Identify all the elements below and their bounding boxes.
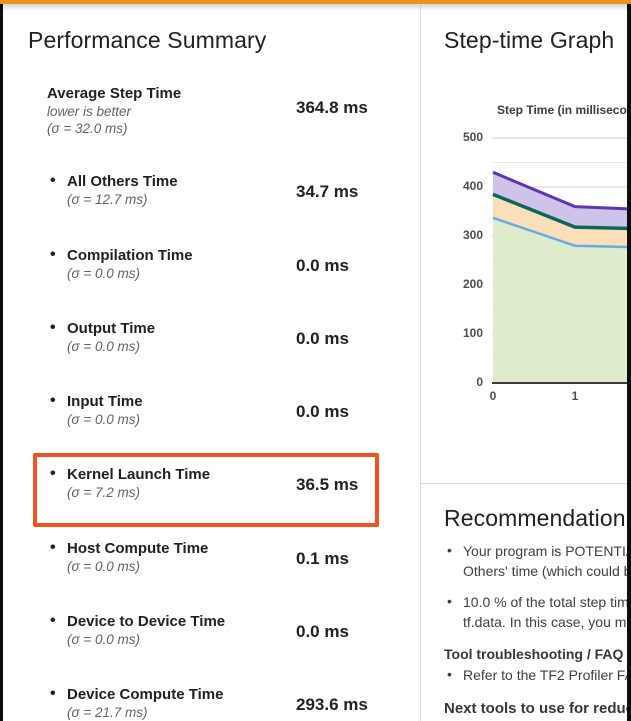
metric-label: Host Compute Time	[50, 538, 418, 558]
toolbar-orange-edge	[0, 0, 631, 4]
y-axis-tick-300: 300	[462, 228, 483, 242]
y-axis-tick-500: 500	[462, 130, 483, 144]
recommendation-bullet-line: Your program is POTENTIALLY input-bound …	[447, 542, 631, 559]
step-time-graph-title: Step-time Graph	[444, 27, 615, 53]
metric-row-input-time: Input Time (σ = 0.0 ms) 0.0 ms	[0, 391, 418, 428]
metric-sigma: (σ = 0.0 ms)	[67, 266, 141, 281]
metric-label: Average Step Time	[47, 85, 182, 102]
horizontal-card-divider	[421, 483, 627, 484]
metric-sigma: (σ = 21.7 ms)	[67, 705, 148, 720]
kernel-launch-highlight-box	[33, 453, 379, 527]
metric-label: Compilation Time	[50, 245, 418, 265]
x-axis-tick-1: 1	[571, 389, 579, 403]
metric-sigma: (σ = 0.0 ms)	[67, 559, 141, 574]
metric-value: 36.5 ms	[296, 475, 359, 494]
metric-sigma: (σ = 32.0 ms)	[47, 121, 128, 136]
metric-note: lower is better	[47, 104, 132, 119]
metric-sigma: (σ = 7.2 ms)	[67, 485, 141, 500]
recommendation-line: Others' time (which could be due to I/O …	[463, 563, 631, 579]
metric-row-device-to-device-time: Device to Device Time (σ = 0.0 ms) 0.0 m…	[0, 611, 418, 648]
metric-value: 293.6 ms	[296, 695, 368, 714]
next-tools-heading: Next tools to use for reducing the input…	[444, 700, 631, 717]
metric-value: 0.0 ms	[296, 256, 349, 275]
y-axis-tick-400: 400	[462, 179, 483, 193]
metric-row-device-compute-time: Device Compute Time (σ = 21.7 ms) 293.6 …	[0, 684, 418, 721]
recommendations-title: Recommendation for Next Step	[444, 505, 631, 531]
metric-value: 34.7 ms	[296, 182, 359, 201]
metric-row-all-others-time: All Others Time (σ = 12.7 ms) 34.7 ms	[0, 171, 418, 208]
metric-row-kernel-launch-time: Kernel Launch Time (σ = 7.2 ms) 36.5 ms	[0, 464, 418, 501]
metric-label: Output Time	[50, 318, 418, 338]
metric-value: 364.8 ms	[296, 98, 368, 117]
vertical-card-divider	[420, 5, 421, 721]
faq-bullet-line: Refer to the TF2 Profiler FAQ	[447, 666, 631, 683]
metric-label: Device Compute Time	[50, 684, 418, 704]
metric-value: 0.0 ms	[296, 622, 349, 641]
performance-summary-title: Performance Summary	[28, 27, 267, 53]
metric-value: 0.0 ms	[296, 329, 349, 348]
x-axis-tick-0: 0	[489, 389, 497, 403]
y-axis-tick-0: 0	[476, 375, 483, 389]
metric-sigma: (σ = 0.0 ms)	[67, 412, 141, 427]
step-time-stacked-area-chart[interactable]	[490, 128, 631, 390]
metric-row-output-time: Output Time (σ = 0.0 ms) 0.0 ms	[0, 318, 418, 355]
metric-sigma: (σ = 0.0 ms)	[67, 632, 141, 647]
metric-label: Input Time	[50, 391, 418, 411]
right-black-edge	[627, 0, 631, 721]
recommendation-bullet-line: 10.0 % of the total step time sampled is…	[447, 593, 631, 610]
metric-sigma: (σ = 12.7 ms)	[67, 192, 148, 207]
metric-value: 0.0 ms	[296, 402, 349, 421]
metric-row-host-compute-time: Host Compute Time (σ = 0.0 ms) 0.1 ms	[0, 538, 418, 575]
metric-sigma: (σ = 0.0 ms)	[67, 339, 141, 354]
metric-row-compilation-time: Compilation Time (σ = 0.0 ms) 0.0 ms	[0, 245, 418, 282]
faq-heading: Tool troubleshooting / FAQ	[444, 646, 624, 662]
left-black-edge	[0, 0, 3, 721]
metric-label: All Others Time	[50, 171, 418, 191]
y-axis-tick-100: 100	[462, 326, 483, 340]
chart-title: Step Time (in milliseconds)	[497, 103, 631, 117]
y-axis-tick-200: 200	[462, 277, 483, 291]
metric-row-average-step-time: Average Step Time lower is better (σ = 3…	[0, 84, 418, 137]
metric-label: Kernel Launch Time	[50, 464, 418, 484]
metric-label: Device to Device Time	[50, 611, 418, 631]
metric-value: 0.1 ms	[296, 549, 349, 568]
toolbar-shadow	[0, 4, 631, 11]
recommendation-line: tf.data. In this case, you may try to se…	[463, 614, 631, 630]
